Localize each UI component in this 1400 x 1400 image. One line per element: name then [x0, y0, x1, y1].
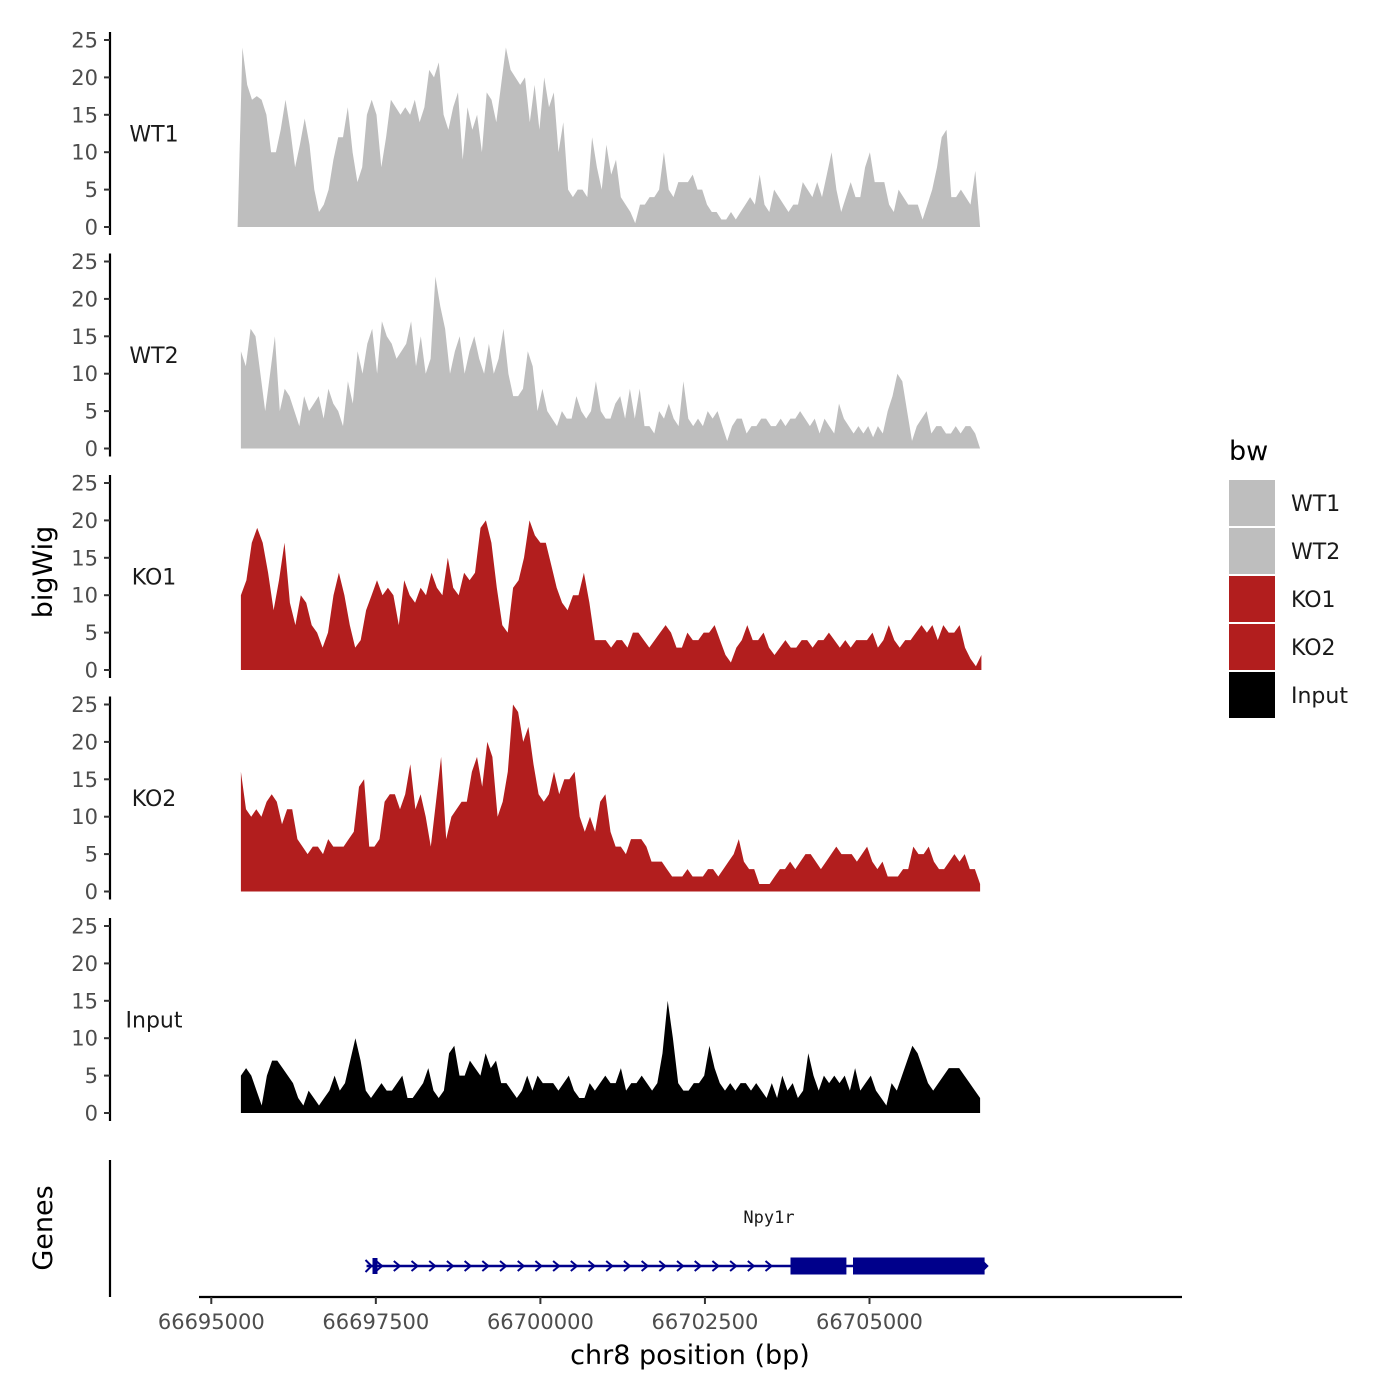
- genes-track: Npy1r: [108, 1160, 989, 1297]
- y-tick-label: 5: [85, 1064, 98, 1088]
- y-tick-label: 0: [85, 880, 98, 904]
- strand-chevron: [517, 1260, 526, 1272]
- track-label-ko2: KO2: [132, 787, 177, 812]
- y-tick-label: 0: [85, 659, 98, 683]
- y-tick-label: 20: [71, 952, 98, 976]
- y-tick-label: 10: [71, 141, 98, 165]
- strand-chevron: [623, 1260, 632, 1272]
- legend-key-input: [1229, 672, 1275, 718]
- legend: bw WT1 WT2 KO1 KO2 Input: [1229, 436, 1348, 718]
- x-tick-label: 66705000: [816, 1310, 923, 1334]
- legend-key-wt1: [1229, 480, 1275, 526]
- y-tick-label: 15: [71, 103, 98, 127]
- strand-chevron: [694, 1260, 703, 1272]
- legend-label-ko2: KO2: [1291, 636, 1336, 661]
- y-tick-label: 0: [85, 1102, 98, 1126]
- strand-chevron: [729, 1260, 738, 1272]
- legend-label-input: Input: [1291, 684, 1348, 709]
- x-tick-label: 66695000: [158, 1310, 265, 1334]
- y-tick-label: 0: [85, 216, 98, 240]
- track-wt2: 0 5 10 15 20 25 WT2: [71, 250, 981, 461]
- track-label-wt1: WT1: [129, 123, 178, 148]
- x-axis: 66695000 66697500 66700000 66702500 66705000: [158, 1295, 1182, 1334]
- y-tick-label: 25: [71, 693, 98, 717]
- strand-chevron: [481, 1260, 490, 1272]
- y-tick-label: 25: [71, 29, 98, 53]
- strand-chevron: [711, 1260, 720, 1272]
- track-ko2: 0 5 10 15 20 25 KO2: [71, 693, 981, 904]
- gene-exon: [853, 1257, 985, 1275]
- legend-label-wt2: WT2: [1291, 540, 1340, 565]
- coverage-area-ko2: [240, 704, 981, 892]
- strand-chevron: [676, 1260, 685, 1272]
- legend-title: bw: [1229, 436, 1268, 467]
- y-tick-label: 10: [71, 584, 98, 608]
- strand-chevron: [983, 1261, 989, 1271]
- y-tick-label: 20: [71, 66, 98, 90]
- track-wt1: 0 5 10 15 20 25 WT1: [71, 29, 981, 240]
- coverage-area-wt2: [240, 276, 981, 449]
- strand-chevron: [410, 1260, 420, 1272]
- strand-chevron: [605, 1260, 614, 1272]
- legend-key-ko1: [1229, 576, 1275, 622]
- y-tick-label: 25: [71, 250, 98, 274]
- strand-chevron: [570, 1260, 579, 1272]
- y-tick-label: 5: [85, 621, 98, 645]
- coverage-tracks: 0510152025WT10510152025WT20510152025KO10…: [71, 29, 982, 1126]
- y-tick-label: 15: [71, 546, 98, 570]
- legend-key-ko2: [1229, 624, 1275, 670]
- strand-chevron: [764, 1260, 774, 1272]
- y-tick-label: 20: [71, 287, 98, 311]
- track-label-wt2: WT2: [129, 344, 178, 369]
- x-axis-title: chr8 position (bp): [570, 1340, 810, 1371]
- strand-chevron: [393, 1260, 402, 1272]
- strand-chevron: [747, 1260, 756, 1272]
- strand-chevron: [463, 1260, 473, 1272]
- gene-exon: [372, 1258, 378, 1274]
- coverage-area-input: [240, 1000, 981, 1113]
- strand-chevron: [428, 1260, 437, 1272]
- strand-chevron: [364, 1259, 373, 1273]
- track-input: 0 5 10 15 20 25 Input: [71, 915, 981, 1126]
- x-tick-label: 66702500: [651, 1310, 758, 1334]
- y-tick-label: 10: [71, 1027, 98, 1051]
- coverage-area-wt1: [237, 47, 981, 227]
- legend-label-wt1: WT1: [1291, 492, 1340, 517]
- legend-label-ko1: KO1: [1291, 588, 1336, 613]
- y-tick-label: 5: [85, 178, 98, 202]
- x-tick-label: 66697500: [322, 1310, 429, 1334]
- strand-chevron: [375, 1260, 384, 1272]
- track-label-ko1: KO1: [132, 566, 177, 591]
- gene-name-label: Npy1r: [743, 1208, 794, 1228]
- y-tick-label: 20: [71, 730, 98, 754]
- strand-chevron: [658, 1260, 667, 1272]
- strand-chevron: [534, 1260, 543, 1272]
- strand-chevron: [446, 1260, 455, 1272]
- track-label-input: Input: [126, 1009, 183, 1034]
- y-tick-label: 0: [85, 437, 98, 461]
- track-ko1: 0 5 10 15 20 25 KO1: [71, 472, 982, 683]
- y-tick-label: 5: [85, 843, 98, 867]
- y-tick-label: 25: [71, 915, 98, 939]
- y-axis-title: bigWig: [28, 526, 59, 619]
- gene-exon: [790, 1257, 847, 1275]
- y-tick-label: 25: [71, 472, 98, 496]
- strand-chevron: [552, 1260, 561, 1272]
- y-tick-label: 15: [71, 989, 98, 1013]
- y-tick-label: 10: [71, 805, 98, 829]
- y-tick-label: 10: [71, 362, 98, 386]
- genes-axis-title: Genes: [28, 1185, 59, 1270]
- coverage-area-ko1: [240, 520, 982, 670]
- legend-key-wt2: [1229, 528, 1275, 574]
- x-tick-label: 66700000: [487, 1310, 594, 1334]
- y-tick-label: 15: [71, 325, 98, 349]
- strand-chevron: [587, 1260, 597, 1272]
- y-tick-label: 20: [71, 509, 98, 533]
- y-tick-label: 15: [71, 768, 98, 792]
- strand-chevron: [640, 1260, 650, 1272]
- y-tick-label: 5: [85, 400, 98, 424]
- strand-chevron: [499, 1260, 508, 1272]
